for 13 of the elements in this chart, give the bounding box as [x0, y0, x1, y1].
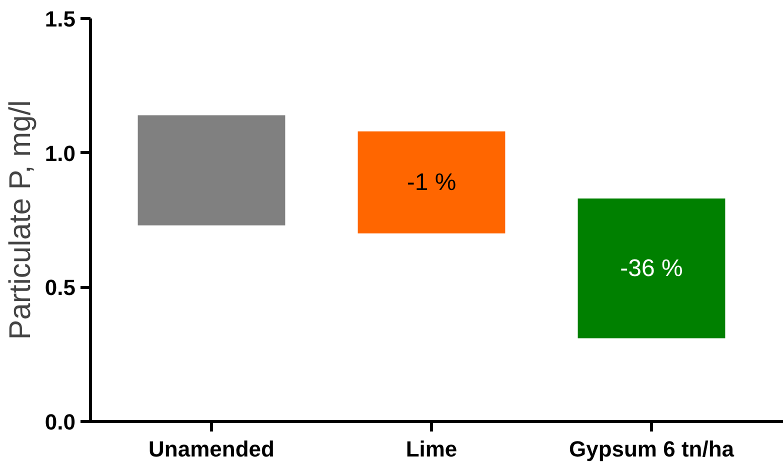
- y-tick-label: 0.5: [44, 275, 76, 300]
- y-axis-title: Particulate P, mg/l: [4, 100, 37, 340]
- y-tick-label: 1.5: [44, 6, 76, 32]
- y-tick-label: 0.0: [44, 410, 76, 434]
- annotation: -1 %: [406, 168, 456, 196]
- x-tick-label: Unamended: [148, 436, 274, 462]
- y-tick-label: 1.0: [44, 140, 76, 166]
- bar: [578, 198, 726, 338]
- bar: [138, 115, 286, 226]
- bar: [358, 131, 506, 234]
- x-tick-label: Lime: [406, 436, 458, 462]
- annotation: -36 %: [620, 254, 683, 282]
- x-tick-label: Gypsum 6 tn/ha: [568, 436, 735, 462]
